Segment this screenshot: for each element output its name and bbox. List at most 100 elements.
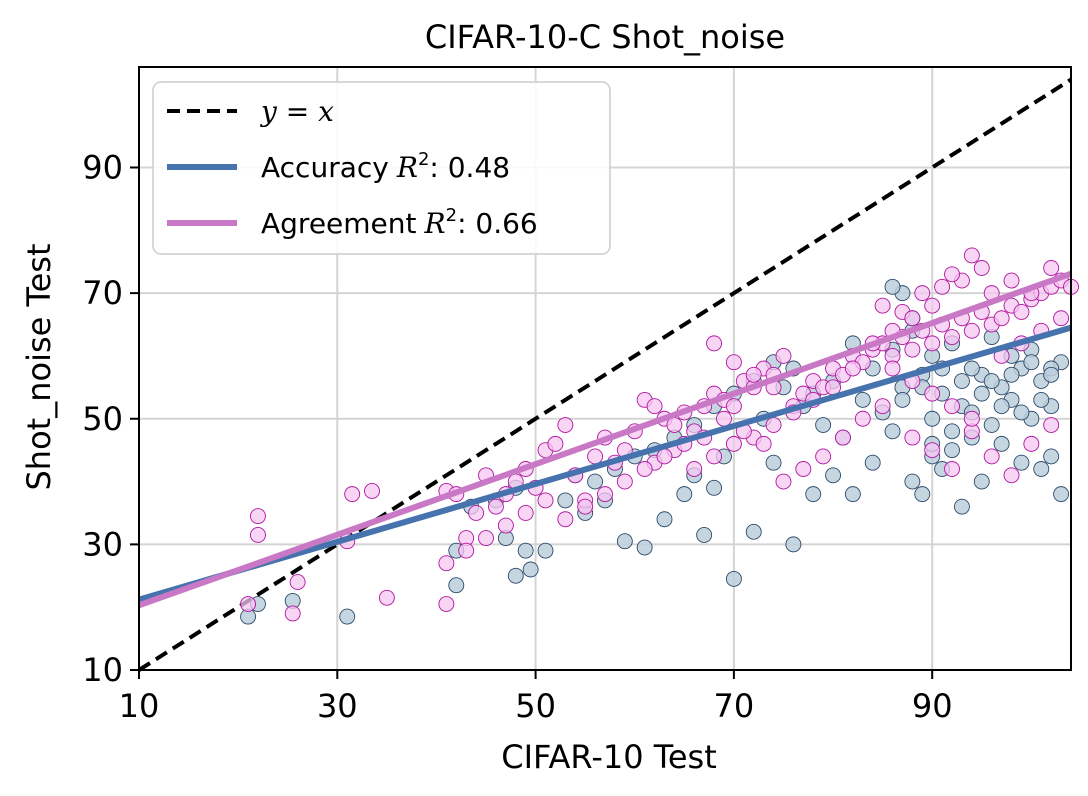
agreement-point (924, 385, 941, 402)
accuracy-point (636, 539, 653, 556)
accuracy-point (765, 454, 782, 471)
agreement-point (517, 505, 534, 521)
accuracy-point (805, 486, 822, 503)
agreement-point (344, 486, 361, 503)
agreement-point (963, 410, 980, 427)
legend-agreement-sup: 2 (446, 205, 457, 226)
agreement-point (364, 483, 380, 499)
agreement-point (963, 322, 980, 339)
agreement-point (557, 417, 574, 433)
agreement-point (924, 335, 941, 352)
agreement-point (924, 442, 941, 459)
accuracy-point (507, 567, 524, 584)
x-axis-title: CIFAR-10 Test (501, 738, 717, 776)
agreement-point (1023, 435, 1040, 452)
reference-line (137, 77, 1073, 672)
x-tick-label: 90 (912, 687, 953, 725)
agreement-point (755, 435, 772, 452)
agreement-point (725, 435, 742, 452)
agreement-point (775, 473, 792, 490)
agreement-point (944, 329, 960, 346)
agreement-point (636, 461, 653, 477)
agreement-point (1043, 417, 1060, 433)
agreement-point (874, 398, 891, 415)
accuracy-point (1033, 461, 1050, 477)
agreement-point (904, 429, 921, 446)
accuracy-point (924, 410, 941, 427)
agreement-point (934, 278, 951, 295)
agreement-point (815, 448, 832, 465)
agreement-point (547, 435, 564, 452)
accuracy-point (1013, 454, 1030, 471)
agreement-fit-line (137, 270, 1073, 609)
legend-accuracy-prefix: Accuracy (261, 151, 389, 184)
agreement-point (250, 527, 266, 543)
accuracy-point (1043, 448, 1060, 465)
y-tick-label: 30 (82, 525, 123, 563)
legend-accuracy-label: Accuracy R2: 0.48 (261, 149, 510, 184)
accuracy-point (983, 373, 1000, 390)
accuracy-point (616, 533, 633, 550)
agreement-point (478, 530, 494, 547)
accuracy-point (884, 423, 901, 440)
y-tick-label: 50 (82, 400, 123, 438)
agreement-point (577, 498, 594, 515)
agreement-point (944, 266, 960, 283)
accuracy-point (825, 467, 841, 484)
accuracy-point (1003, 366, 1020, 383)
agreement-point (1043, 260, 1060, 276)
legend-yx-text: y = x (259, 95, 334, 128)
agreement-point (924, 297, 941, 314)
agreement-point (468, 505, 485, 521)
agreement-point (835, 429, 851, 446)
accuracy-point (953, 373, 970, 390)
agreement-point (874, 297, 891, 314)
plot-frame (138, 66, 1072, 671)
agreement-point (944, 461, 960, 477)
agreement-point (914, 285, 931, 302)
accuracy-point (993, 435, 1010, 452)
agreement-point (795, 461, 812, 477)
agreement-point (378, 589, 395, 606)
agreement-point (438, 555, 455, 572)
agreement-point (904, 310, 921, 327)
agreement-point (765, 417, 782, 433)
accuracy-fit-line (138, 324, 1072, 603)
fit-lines (137, 270, 1073, 609)
accuracy-point (537, 542, 554, 559)
y-tick-label: 90 (82, 149, 123, 187)
y-tick-label: 10 (82, 651, 123, 689)
agreement-point (725, 398, 742, 415)
agreement-point (616, 473, 633, 490)
accuracy-point (944, 423, 960, 440)
accuracy-point (587, 473, 604, 490)
agreement-point (944, 398, 960, 415)
accuracy-point (993, 398, 1010, 415)
x-tick-label: 10 (119, 687, 160, 725)
legend-accuracy-r: R (396, 151, 418, 184)
accuracy-point (894, 391, 911, 408)
agreement-point (884, 360, 901, 377)
agreement-point (1013, 304, 1030, 320)
accuracy-point (944, 442, 960, 459)
agreement-point (284, 605, 301, 622)
accuracy-point (706, 479, 723, 496)
agreement-point (250, 508, 266, 525)
accuracy-point (983, 417, 1000, 433)
accuracy-point (339, 608, 356, 625)
agreement-point (487, 498, 504, 515)
y-axis-title: Shot_noise Test (20, 243, 58, 490)
agreement-point (646, 398, 663, 415)
legend-yx-label: y = x (259, 95, 334, 128)
accuracy-point (1013, 404, 1030, 421)
agreement-point (973, 260, 990, 276)
accuracy-point (973, 385, 990, 402)
agreement-point (587, 448, 604, 465)
accuracy-point (844, 486, 861, 503)
agreement-point (1003, 272, 1020, 289)
agreement-point (854, 410, 871, 427)
accuracy-point (785, 536, 802, 553)
legend-accuracy-sup: 2 (418, 149, 429, 170)
accuracy-point (884, 278, 901, 295)
agreement-point (716, 410, 732, 427)
